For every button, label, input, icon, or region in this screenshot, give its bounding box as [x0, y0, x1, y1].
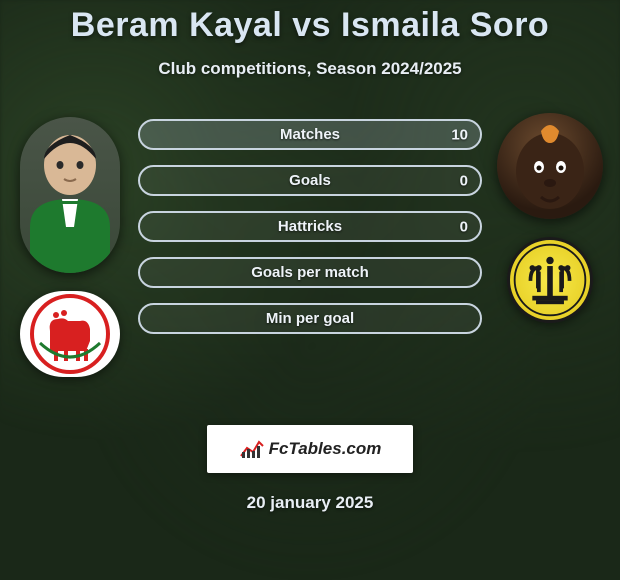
infographic-container: Beram Kayal vs Ismaila Soro Club competi…	[0, 0, 620, 580]
stat-bar-goals: Goals 0	[138, 165, 482, 196]
main-row: Matches 10 Goals 0 Hattricks 0	[0, 117, 620, 377]
player-left-avatar-svg	[20, 117, 120, 273]
date-text: 20 january 2025	[247, 493, 374, 513]
player-left-avatar	[20, 117, 120, 273]
right-player-column	[490, 113, 610, 323]
stat-bar-hattricks: Hattricks 0	[138, 211, 482, 242]
player-left-club-logo	[20, 291, 120, 377]
page-title: Beram Kayal vs Ismaila Soro	[71, 6, 549, 45]
subtitle: Club competitions, Season 2024/2025	[158, 59, 461, 79]
club-left-crest-icon	[20, 291, 120, 377]
brand-chart-icon	[239, 438, 265, 460]
stat-value-right: 0	[460, 172, 468, 189]
brand-box: FcTables.com	[207, 425, 413, 473]
player-right-avatar-svg	[497, 113, 603, 219]
stat-label: Hattricks	[278, 218, 342, 235]
left-player-column	[10, 117, 130, 377]
player-right-club-logo	[507, 237, 593, 323]
stat-value-right: 0	[460, 218, 468, 235]
brand-text: FcTables.com	[269, 439, 382, 459]
stat-label: Goals per match	[251, 264, 369, 281]
player-right-avatar	[497, 113, 603, 219]
club-right-crest-icon	[510, 237, 590, 323]
stat-bar-matches: Matches 10	[138, 119, 482, 150]
stat-bar-min-per-goal: Min per goal	[138, 303, 482, 334]
stat-label: Min per goal	[266, 310, 354, 327]
stat-bar-goals-per-match: Goals per match	[138, 257, 482, 288]
stat-label: Goals	[289, 172, 331, 189]
stat-label: Matches	[280, 126, 340, 143]
stats-column: Matches 10 Goals 0 Hattricks 0	[138, 117, 482, 334]
stat-value-right: 10	[451, 126, 468, 143]
